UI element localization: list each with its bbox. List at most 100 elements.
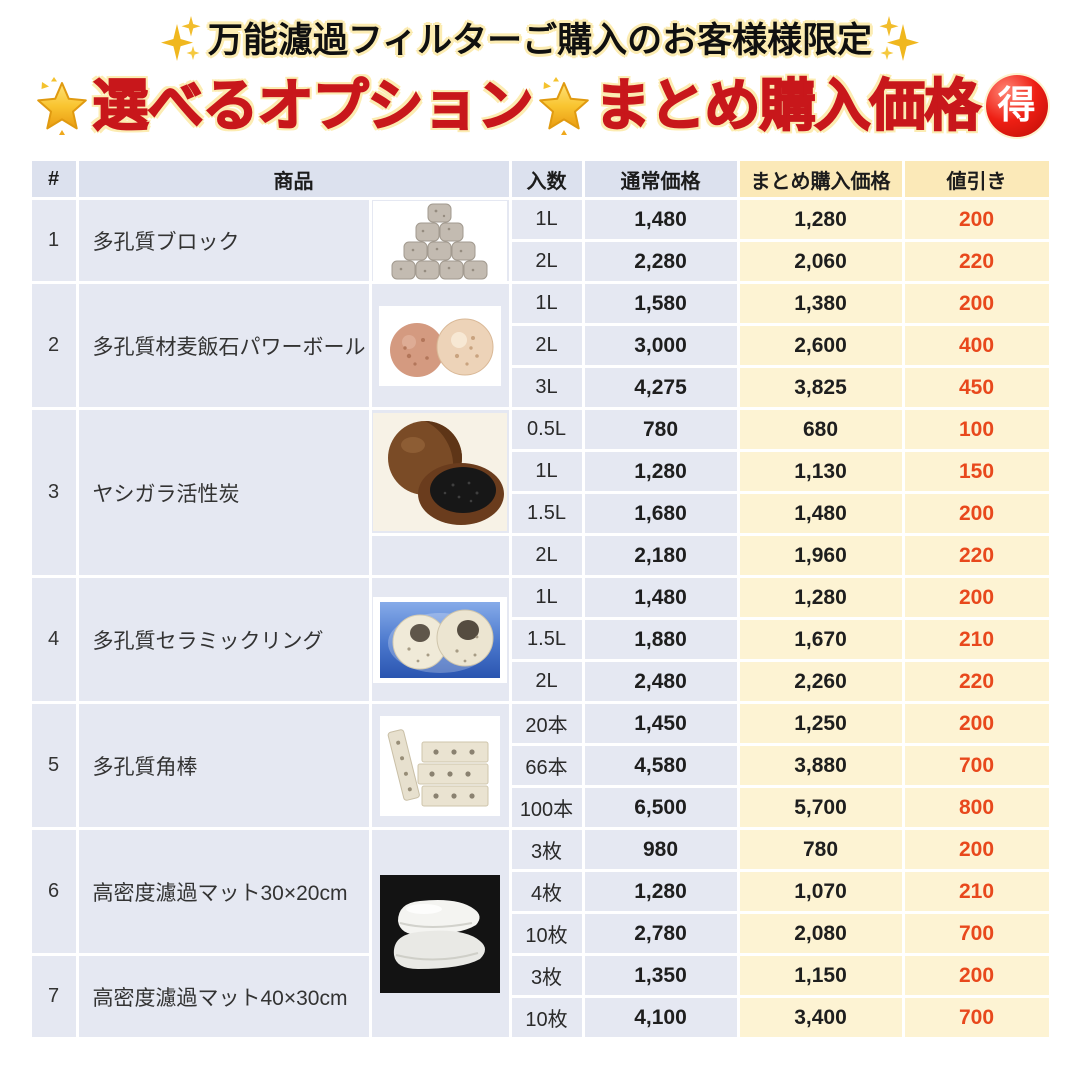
cell-qty: 3枚 — [508, 827, 585, 872]
cell-bundle-price: 1,280 — [736, 197, 905, 242]
table-row: 7 高密度濾過マット40×30cm 3枚 1,350 1,150 200 — [28, 953, 1052, 1040]
product-photo-ceramic-rings — [373, 580, 507, 700]
col-header-discount: 値引き — [901, 158, 1052, 200]
cell-discount: 700 — [901, 995, 1052, 1040]
cell-discount: 450 — [901, 365, 1052, 410]
cell-qty: 3枚 — [508, 953, 585, 998]
bargain-badge-char: 得 — [997, 85, 1036, 127]
table-row: 4枚 1,280 1,070 210 — [30, 869, 1052, 914]
cell-normal-price: 6,500 — [581, 785, 740, 830]
table-row: 2L 2,480 2,260 220 — [30, 659, 1052, 704]
product-photo-coconut-carbon — [373, 412, 507, 532]
table-row: 2L 3,000 2,600 400 — [30, 323, 1052, 368]
table-row: 2L 2,180 1,960 220 — [30, 533, 1052, 578]
cell-qty: 2L — [508, 323, 585, 368]
cell-product-name: 多孔質ブロック — [75, 197, 372, 284]
cell-bundle-price: 1,380 — [736, 281, 905, 326]
cell-bundle-price: 1,250 — [736, 701, 905, 746]
product-photo-filter-mat — [373, 832, 507, 1036]
col-header-bundle-price: まとめ購入価格 — [736, 158, 905, 200]
cell-normal-price: 2,780 — [581, 911, 740, 956]
table-row: 2 多孔質材麦飯石パワーボール 1L 1,580 1,380 200 — [28, 281, 1052, 410]
table-row: 1L 1,280 1,130 150 — [30, 449, 1052, 494]
cell-qty: 100本 — [508, 785, 585, 830]
table-row: 10枚 4,100 3,400 700 — [30, 995, 1052, 1040]
cell-qty: 4枚 — [508, 869, 585, 914]
cell-qty: 1L — [508, 575, 585, 620]
cell-qty: 10枚 — [508, 995, 585, 1040]
cell-photo — [368, 197, 512, 284]
cell-qty: 1.5L — [508, 617, 585, 662]
cell-normal-price: 4,580 — [581, 743, 740, 788]
cell-photo — [368, 827, 512, 1040]
cell-qty: 1L — [508, 449, 585, 494]
cell-discount: 700 — [901, 911, 1052, 956]
cell-normal-price: 2,280 — [581, 239, 740, 284]
cell-num: 4 — [28, 575, 79, 704]
table-row: 1.5L 1,880 1,670 210 — [30, 617, 1052, 662]
cell-bundle-price: 3,825 — [736, 365, 905, 410]
product-photo-porous-blocks — [373, 201, 507, 280]
cell-bundle-price: 3,400 — [736, 995, 905, 1040]
cell-qty: 66本 — [508, 743, 585, 788]
cell-normal-price: 4,100 — [581, 995, 740, 1040]
cell-discount: 210 — [901, 869, 1052, 914]
cell-num: 3 — [28, 407, 79, 578]
cell-bundle-price: 2,060 — [736, 239, 905, 284]
cell-num: 2 — [28, 281, 79, 410]
cell-normal-price: 1,680 — [581, 491, 740, 536]
cell-bundle-price: 2,600 — [736, 323, 905, 368]
cell-num: 6 — [28, 827, 79, 956]
product-photo-square-rods — [373, 706, 507, 826]
cell-photo — [368, 407, 512, 536]
cell-bundle-price: 1,280 — [736, 575, 905, 620]
title-part1: 選べるオプション — [92, 73, 535, 137]
cell-product-name: 高密度濾過マット40×30cm — [75, 953, 372, 1040]
table-row: 2L 2,280 2,060 220 — [30, 239, 1052, 284]
cell-photo — [368, 701, 512, 830]
subtitle-row: 万能濾過フィルターご購入のお客様様限定 — [0, 14, 1080, 68]
cell-product-name: 多孔質材麦飯石パワーボール — [75, 281, 372, 410]
cell-qty: 2L — [508, 239, 585, 284]
cell-qty: 0.5L — [508, 407, 585, 452]
table-row: 3L 4,275 3,825 450 — [30, 365, 1052, 410]
cell-product-name: 多孔質角棒 — [75, 701, 372, 830]
cell-bundle-price: 2,080 — [736, 911, 905, 956]
cell-discount: 210 — [901, 617, 1052, 662]
cell-product-name: 多孔質セラミックリング — [75, 575, 372, 704]
cell-normal-price: 980 — [581, 827, 740, 872]
cell-qty: 10枚 — [508, 911, 585, 956]
cell-discount: 220 — [901, 239, 1052, 284]
cell-normal-price: 1,280 — [581, 449, 740, 494]
col-header-product: 商品 — [75, 158, 512, 200]
cell-normal-price: 780 — [581, 407, 740, 452]
cell-discount: 150 — [901, 449, 1052, 494]
cell-discount: 200 — [901, 953, 1052, 998]
cell-bundle-price: 1,960 — [736, 533, 905, 578]
cell-qty: 20本 — [508, 701, 585, 746]
cell-discount: 100 — [901, 407, 1052, 452]
glowing-star-icon — [36, 77, 87, 135]
col-header-num: # — [28, 158, 79, 200]
cell-qty: 2L — [508, 659, 585, 704]
cell-discount: 220 — [901, 533, 1052, 578]
cell-discount: 200 — [901, 281, 1052, 326]
cell-discount: 200 — [901, 197, 1052, 242]
table-row: 66本 4,580 3,880 700 — [30, 743, 1052, 788]
cell-normal-price: 1,450 — [581, 701, 740, 746]
cell-photo-empty — [368, 533, 512, 578]
table-row: 3 ヤシガラ活性炭 0.5L 780 680 100 — [28, 407, 1052, 578]
cell-discount: 200 — [901, 491, 1052, 536]
table-row: 5 多孔質角棒 20本 1,450 1,250 200 — [28, 701, 1052, 830]
cell-normal-price: 1,280 — [581, 869, 740, 914]
cell-normal-price: 2,180 — [581, 533, 740, 578]
table-row: 4 多孔質セラミックリング 1L 1,480 1,280 200 — [28, 575, 1052, 704]
title-part2: まとめ購入価格 — [594, 73, 982, 137]
title-row: 選べるオプション まとめ購入価格 得 — [0, 70, 1080, 142]
table-row: 6 高密度濾過マット30×20cm 3枚 980 780 200 — [28, 827, 1052, 1040]
col-header-normal-price: 通常価格 — [581, 158, 740, 200]
cell-bundle-price: 1,480 — [736, 491, 905, 536]
cell-discount: 200 — [901, 827, 1052, 872]
cell-photo — [368, 281, 512, 410]
